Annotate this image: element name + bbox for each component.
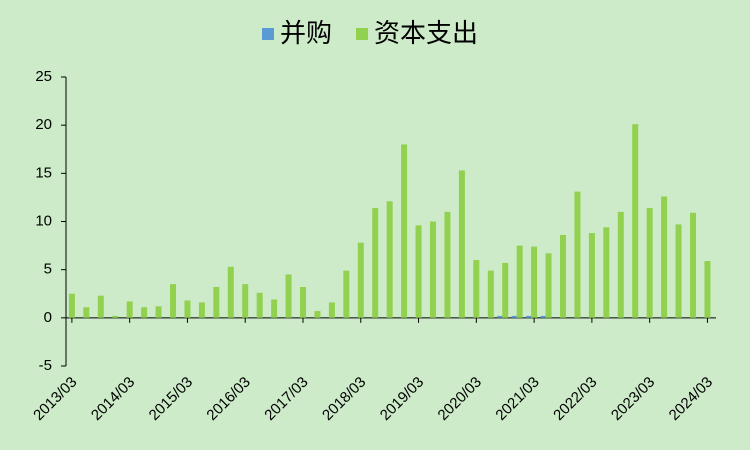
bar xyxy=(68,293,75,318)
x-tick-label: 2022/03 xyxy=(550,374,600,424)
y-tick-label: -5 xyxy=(39,357,52,374)
legend-swatch xyxy=(262,28,274,40)
bar xyxy=(574,191,581,318)
bar xyxy=(343,270,350,318)
y-tick-label: 15 xyxy=(35,164,52,181)
bar xyxy=(184,300,191,318)
x-tick-label: 2014/03 xyxy=(88,374,138,424)
bar xyxy=(531,246,538,318)
bar xyxy=(497,315,504,318)
bar xyxy=(314,311,321,318)
x-tick-label: 2021/03 xyxy=(492,374,542,424)
x-tick-label: 2019/03 xyxy=(377,374,427,424)
bar xyxy=(661,196,668,318)
bar xyxy=(603,227,610,318)
bar xyxy=(213,287,220,318)
legend-label: 资本支出 xyxy=(374,18,478,48)
bar xyxy=(632,124,639,318)
bar xyxy=(690,212,696,318)
bar xyxy=(285,274,292,318)
bar xyxy=(97,295,104,318)
bar xyxy=(511,315,518,318)
y-tick-label: 10 xyxy=(35,212,52,229)
bar xyxy=(256,292,263,318)
bar xyxy=(617,211,624,318)
y-tick-label: 0 xyxy=(44,309,52,326)
x-tick-label: 2018/03 xyxy=(319,374,369,424)
x-tick-label: 2016/03 xyxy=(203,374,253,424)
bar xyxy=(357,242,364,318)
bar xyxy=(487,270,494,318)
bar xyxy=(540,315,547,318)
bar xyxy=(141,307,148,318)
bar xyxy=(227,266,234,318)
x-tick-label: 2024/03 xyxy=(666,374,716,424)
bar xyxy=(415,225,422,318)
bar xyxy=(126,301,133,318)
bar xyxy=(300,287,306,318)
bar xyxy=(458,170,465,318)
y-tick-label: 20 xyxy=(35,116,52,133)
bar xyxy=(386,201,393,318)
bar xyxy=(401,144,408,318)
x-tick-label: 2023/03 xyxy=(608,374,658,424)
bar xyxy=(704,260,711,318)
bar xyxy=(112,315,119,318)
bar xyxy=(646,208,653,318)
y-tick-label: 25 xyxy=(35,68,52,85)
bar xyxy=(502,262,509,318)
bar xyxy=(560,234,566,318)
bar xyxy=(430,221,436,318)
bar xyxy=(444,211,451,318)
bar xyxy=(545,253,552,318)
bar xyxy=(675,224,682,318)
bar xyxy=(588,233,595,318)
bar xyxy=(473,260,480,318)
x-tick-label: 2017/03 xyxy=(261,374,311,424)
bar xyxy=(526,315,533,318)
bar xyxy=(372,208,379,318)
x-tick-label: 2015/03 xyxy=(146,374,196,424)
bar xyxy=(328,302,335,318)
bar xyxy=(198,302,205,318)
bar xyxy=(242,284,249,318)
x-tick-label: 2020/03 xyxy=(435,374,485,424)
y-tick-label: 5 xyxy=(44,261,52,278)
bar xyxy=(155,306,162,318)
legend-label: 并购 xyxy=(280,18,332,48)
bar xyxy=(170,284,176,318)
x-tick-label: 2013/03 xyxy=(30,374,80,424)
bar xyxy=(83,307,90,318)
legend-swatch xyxy=(356,28,369,40)
bar xyxy=(516,245,523,318)
bar xyxy=(271,299,278,318)
